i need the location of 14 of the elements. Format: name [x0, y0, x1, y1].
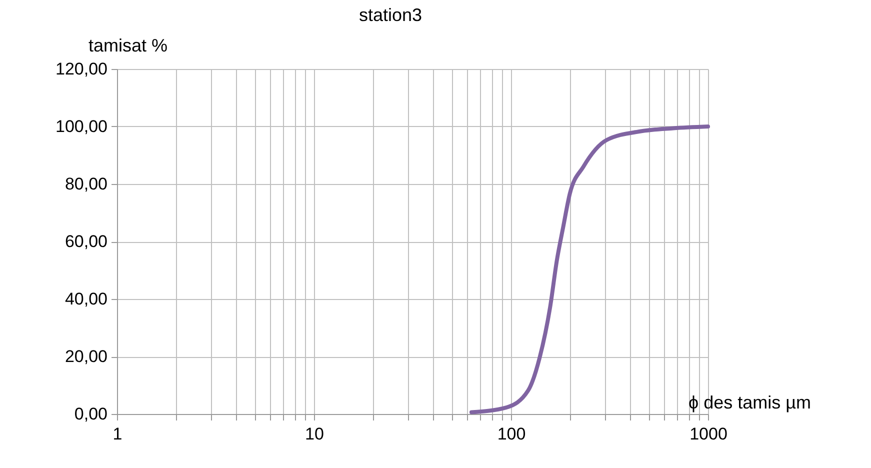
x-tick-label: 1 [112, 424, 122, 444]
x-tick-label: 1000 [690, 424, 728, 444]
y-tick-label: 120,00 [56, 60, 108, 78]
y-tick-label: 40,00 [64, 290, 108, 308]
chart-title: station3 [358, 5, 422, 25]
y-axis-title: tamisat % [88, 36, 168, 56]
y-tick-label: 80,00 [64, 174, 108, 194]
y-tick-label: 20,00 [64, 347, 108, 366]
y-tick-label: 0,00 [74, 404, 108, 424]
x-axis-title: ϕ des tamis µm [688, 392, 811, 412]
y-tick-label: 100,00 [56, 117, 108, 136]
y-tick-label: 60,00 [64, 232, 108, 251]
x-tick-label: 10 [305, 424, 324, 444]
x-tick-label: 100 [497, 424, 526, 444]
